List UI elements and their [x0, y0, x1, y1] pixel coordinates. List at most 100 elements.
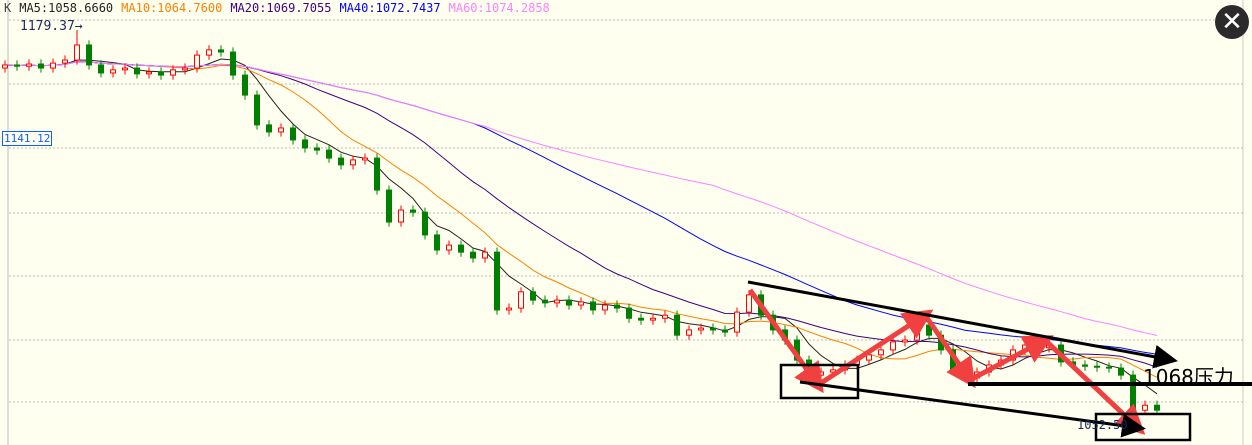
candle — [506, 303, 512, 315]
candle-body — [290, 127, 296, 141]
candle-body — [194, 54, 200, 69]
ma-line-ma10 — [4, 61, 1158, 378]
candle — [254, 90, 260, 130]
candle — [182, 63, 188, 75]
candle-body — [1106, 366, 1112, 369]
candles — [2, 30, 1160, 421]
candle-body — [914, 324, 920, 341]
candle-body — [494, 251, 500, 311]
candle — [746, 290, 752, 317]
candle-body — [230, 51, 236, 76]
red-zigzag-arrows — [816, 309, 934, 388]
candle — [194, 50, 200, 73]
candle-body — [602, 304, 608, 311]
candle-body — [158, 71, 164, 76]
high-value: 1179.37 — [20, 19, 75, 34]
candle — [710, 323, 716, 335]
candle — [362, 153, 368, 165]
candle-body — [2, 64, 8, 69]
candle — [722, 325, 728, 337]
candle-body — [446, 244, 452, 251]
candle-body — [386, 189, 392, 223]
candle — [2, 60, 8, 73]
candle-body — [710, 327, 716, 331]
candle-body — [434, 234, 440, 251]
candle-body — [170, 69, 176, 76]
candle — [494, 247, 500, 315]
candle-body — [1142, 404, 1148, 411]
candle — [458, 240, 464, 257]
candle-body — [422, 211, 428, 236]
candle — [398, 205, 404, 227]
candle — [14, 60, 20, 71]
candle — [302, 135, 308, 153]
candle — [158, 67, 164, 80]
candle-body — [878, 349, 884, 356]
candle — [218, 45, 224, 57]
candle-body — [626, 307, 632, 319]
candle-body — [314, 147, 320, 151]
candle — [26, 59, 32, 71]
candle — [554, 295, 560, 308]
candle-body — [242, 74, 248, 96]
candle — [590, 297, 596, 315]
candle-body — [206, 49, 212, 56]
candle — [446, 240, 452, 255]
lower-trendline-arrow — [799, 380, 1146, 438]
candle — [1118, 363, 1124, 380]
candle-body — [218, 49, 224, 53]
candle — [686, 325, 692, 340]
resistance-label: 1068压力 — [1143, 365, 1234, 389]
candle — [326, 145, 332, 163]
close-button[interactable]: ✕ — [1215, 5, 1249, 39]
candle — [434, 230, 440, 255]
candle — [230, 47, 236, 80]
candle-body — [74, 44, 80, 61]
candle-body — [14, 64, 20, 67]
candle-body — [470, 251, 476, 259]
moving-average-lines — [4, 58, 1158, 395]
candle — [1142, 400, 1148, 415]
candle — [470, 247, 476, 263]
grid-lines — [7, 0, 1244, 445]
candle-body — [38, 63, 44, 69]
candle-body — [746, 294, 752, 313]
candle — [734, 307, 740, 337]
candle — [1154, 400, 1160, 415]
candle-body — [374, 157, 380, 191]
candle-body — [890, 341, 896, 351]
candle-body — [410, 209, 416, 213]
candle-body — [146, 71, 152, 75]
candle — [122, 63, 128, 75]
candle-body — [686, 329, 692, 336]
candle-body — [698, 327, 704, 331]
candle — [98, 60, 104, 78]
candle — [74, 30, 80, 65]
candle — [566, 295, 572, 310]
candle — [266, 120, 272, 137]
candle — [62, 55, 68, 68]
candle — [386, 185, 392, 227]
high-price-label: 1179.37→ — [20, 19, 83, 34]
candle-body — [1094, 365, 1100, 368]
red-zigzag-arrows — [922, 313, 976, 389]
candle — [242, 70, 248, 100]
candle-body — [26, 63, 32, 67]
candle-body — [578, 301, 584, 306]
low-price-label: 1052.50 — [1077, 418, 1128, 432]
legend-k: K — [4, 1, 12, 15]
candle-body — [302, 139, 308, 149]
candle — [626, 303, 632, 323]
candle — [1094, 361, 1100, 372]
ma-line-ma5 — [4, 58, 1158, 395]
candle-body — [266, 124, 272, 133]
candle-body — [866, 354, 872, 361]
candle-body — [662, 314, 668, 319]
candle-body — [1082, 364, 1088, 367]
candle-body — [554, 299, 560, 304]
candle-body — [1130, 374, 1136, 411]
candle — [422, 207, 428, 240]
candle — [638, 313, 644, 325]
candle — [674, 310, 680, 340]
